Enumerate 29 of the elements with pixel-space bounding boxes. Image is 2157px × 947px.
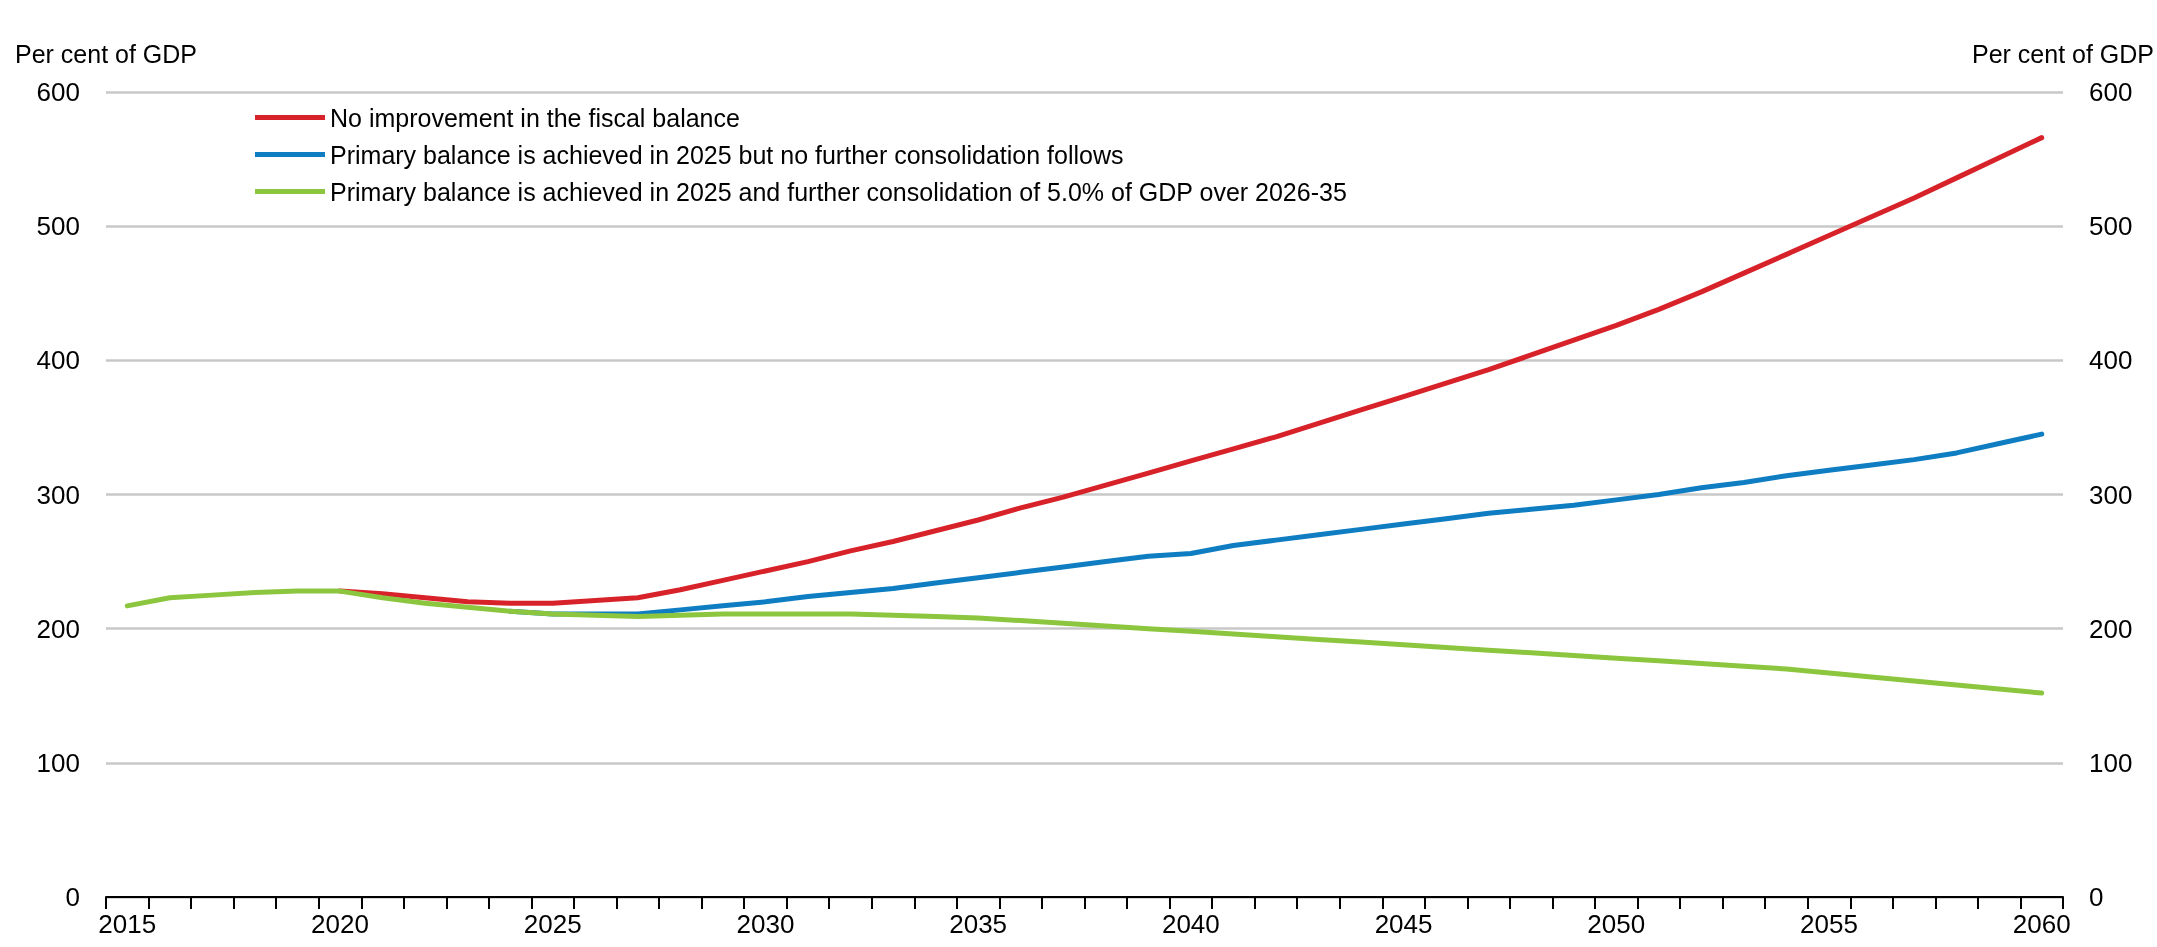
x-tick-label: 2045 <box>1374 909 1433 939</box>
x-tick-label: 2060 <box>2012 909 2071 939</box>
x-tick-label: 2055 <box>1800 909 1858 939</box>
y2-tick-label: 400 <box>2088 345 2133 376</box>
x-tick-label: 2025 <box>523 909 582 939</box>
x-tick-label: 2050 <box>1587 909 1646 939</box>
y-tick-label: 100 <box>36 747 80 778</box>
y2-axis-title: Per cent of GDP <box>1971 39 2155 68</box>
y2-tick-label: 0 <box>2088 882 2104 912</box>
y-tick-label: 500 <box>36 211 80 242</box>
y-tick-label: 600 <box>36 77 80 107</box>
y2-tick-label: 600 <box>2088 77 2133 107</box>
y-axis-title: Per cent of GDP <box>14 39 198 68</box>
y-tick-label: 300 <box>36 479 80 510</box>
y-tick-label: 200 <box>36 613 80 644</box>
y-tick-label: 400 <box>36 345 80 376</box>
legend-label: Primary balance is achieved in 2025 but no further consolidation follows <box>330 140 1124 169</box>
x-tick-label: 2035 <box>949 909 1008 939</box>
x-tick-label: 2030 <box>736 909 795 939</box>
legend-label: No improvement in the fiscal balance <box>330 103 740 132</box>
x-tick-label: 2040 <box>1161 909 1220 939</box>
y2-tick-label: 500 <box>2088 211 2133 242</box>
y2-tick-label: 100 <box>2088 747 2133 778</box>
legend-label: Primary balance is achieved in 2025 and further consolidation of 5.0% of GDP over 2026-35 <box>330 177 1347 206</box>
y-tick-label: 0 <box>65 882 80 912</box>
y2-tick-label: 200 <box>2088 613 2133 644</box>
x-tick-label: 2015 <box>98 909 157 939</box>
x-tick-label: 2020 <box>311 909 369 939</box>
y2-tick-label: 300 <box>2088 479 2133 510</box>
